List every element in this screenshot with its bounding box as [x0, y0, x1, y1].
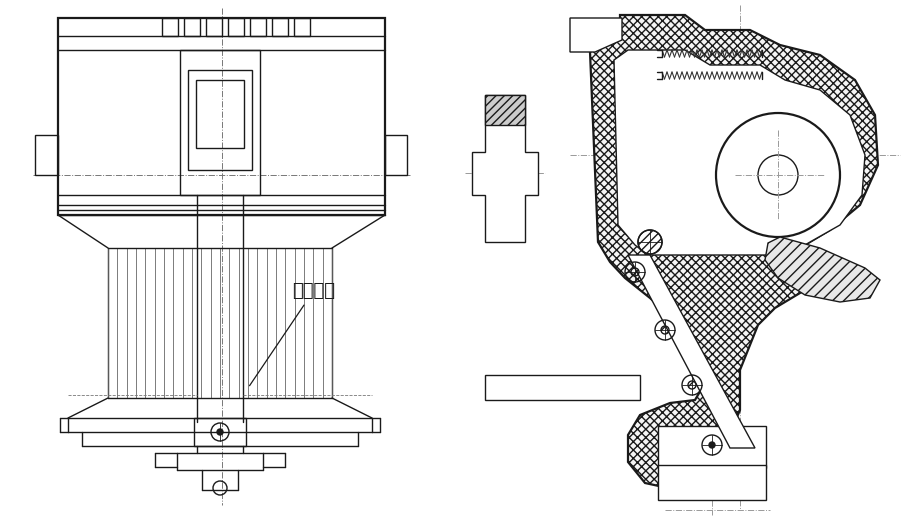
Bar	[250, 18, 266, 36]
Polygon shape	[628, 255, 755, 448]
Bar	[162, 18, 178, 36]
Bar	[196, 80, 244, 148]
Circle shape	[709, 442, 715, 448]
Polygon shape	[765, 237, 880, 302]
Bar	[188, 70, 252, 170]
Bar	[294, 18, 310, 36]
Bar	[385, 135, 407, 175]
Bar	[184, 18, 200, 36]
Bar	[35, 135, 58, 175]
Bar	[272, 18, 288, 36]
Polygon shape	[472, 95, 538, 242]
Bar	[658, 465, 766, 500]
Polygon shape	[570, 18, 622, 52]
Polygon shape	[614, 50, 865, 255]
Circle shape	[217, 429, 223, 435]
Bar	[194, 418, 246, 446]
Bar	[180, 50, 260, 195]
Bar	[485, 375, 640, 400]
Bar	[658, 426, 766, 468]
Polygon shape	[590, 15, 878, 488]
Bar	[206, 18, 222, 36]
Text: 压缩弹簧: 压缩弹簧	[250, 282, 335, 386]
Bar	[228, 18, 244, 36]
Polygon shape	[485, 95, 525, 125]
Bar	[58, 18, 385, 215]
Circle shape	[716, 113, 840, 237]
